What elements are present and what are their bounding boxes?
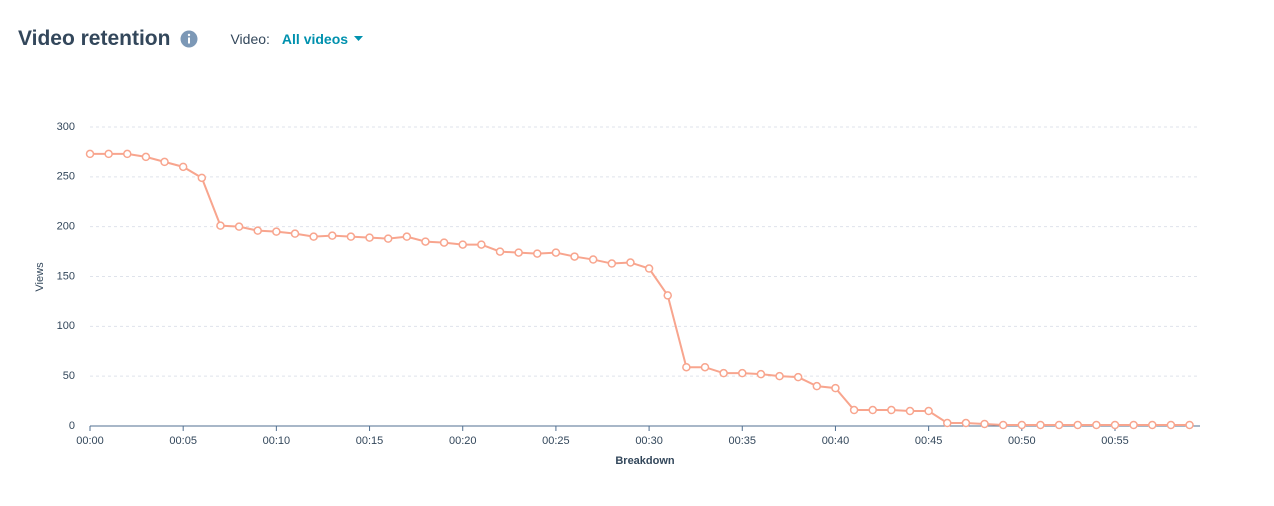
point (738, 368, 747, 378)
point (868, 405, 877, 415)
line (90, 152, 1190, 427)
point (1185, 420, 1194, 430)
x-tick-label: 00:05 (169, 435, 197, 447)
point (756, 369, 766, 379)
point (85, 149, 95, 159)
x-tick-label: 00:00 (76, 435, 104, 447)
point (104, 149, 113, 159)
point (1110, 420, 1120, 430)
point (663, 291, 672, 300)
point (626, 258, 635, 267)
point (1148, 420, 1157, 430)
point (123, 149, 132, 159)
point (887, 405, 896, 415)
point (607, 259, 617, 268)
point (812, 381, 822, 391)
x-tick-label: 00:10 (263, 435, 291, 447)
point (570, 252, 579, 261)
point (793, 372, 803, 382)
point (216, 221, 225, 230)
point (998, 420, 1008, 430)
point (1054, 420, 1064, 430)
point (495, 247, 505, 256)
y-tick-label: 50 (63, 370, 75, 382)
y-tick-label: 0 (69, 420, 75, 432)
point (644, 264, 654, 273)
x-axis-label: Breakdown (615, 455, 675, 467)
video-dropdown[interactable]: All videos (281, 31, 364, 47)
point (309, 232, 318, 241)
x-tick-label: 00:20 (449, 435, 477, 447)
y-tick-label: 250 (57, 171, 75, 183)
point (197, 173, 207, 183)
point (458, 240, 467, 249)
point (588, 255, 598, 264)
point (383, 234, 393, 243)
point (719, 368, 728, 378)
point (924, 406, 933, 416)
point (477, 240, 486, 249)
point (141, 152, 151, 162)
y-tick-label: 300 (57, 121, 75, 133)
point (514, 248, 523, 257)
point (234, 222, 244, 231)
point (533, 249, 542, 258)
point (775, 371, 784, 381)
y-tick-label: 100 (57, 320, 75, 332)
x-tick-label: 00:15 (356, 435, 384, 447)
y-tick-label: 200 (57, 221, 75, 233)
point (961, 418, 971, 428)
point (831, 383, 840, 393)
x-tick-label: 00:45 (915, 435, 943, 447)
chart-title: Video retention (18, 27, 171, 50)
point (849, 405, 859, 415)
point (1166, 420, 1176, 430)
point (905, 406, 915, 416)
x-tick-label: 00:30 (635, 435, 663, 447)
point (402, 232, 412, 241)
point (328, 231, 337, 240)
point (551, 248, 561, 257)
point (178, 162, 188, 172)
point (1017, 420, 1027, 430)
point (1036, 420, 1045, 430)
info-icon[interactable] (180, 30, 198, 48)
point (1092, 420, 1101, 430)
point (160, 157, 169, 167)
point (943, 418, 952, 428)
dropdown-value[interactable]: All videos (281, 31, 349, 47)
point (1073, 420, 1082, 430)
point (253, 226, 262, 235)
point (421, 237, 430, 246)
point (365, 233, 374, 242)
point (700, 362, 710, 372)
filter-label: Video: (230, 31, 270, 47)
x-tick-label: 00:40 (822, 435, 850, 447)
point (1129, 420, 1138, 430)
point (290, 229, 300, 238)
x-tick-label: 00:25 (542, 435, 570, 447)
y-axis-label: Views (34, 262, 46, 292)
x-tick-label: 00:50 (1008, 435, 1036, 447)
y-tick-label: 150 (57, 270, 75, 282)
point (272, 227, 281, 236)
point (980, 419, 989, 429)
point (682, 362, 691, 372)
point (439, 238, 449, 247)
dropdown-caret[interactable] (354, 36, 364, 42)
x-tick-label: 00:55 (1101, 435, 1129, 447)
point (346, 232, 356, 241)
header: Video retention Video: All videos (18, 24, 364, 54)
x-tick-label: 00:35 (729, 435, 757, 447)
